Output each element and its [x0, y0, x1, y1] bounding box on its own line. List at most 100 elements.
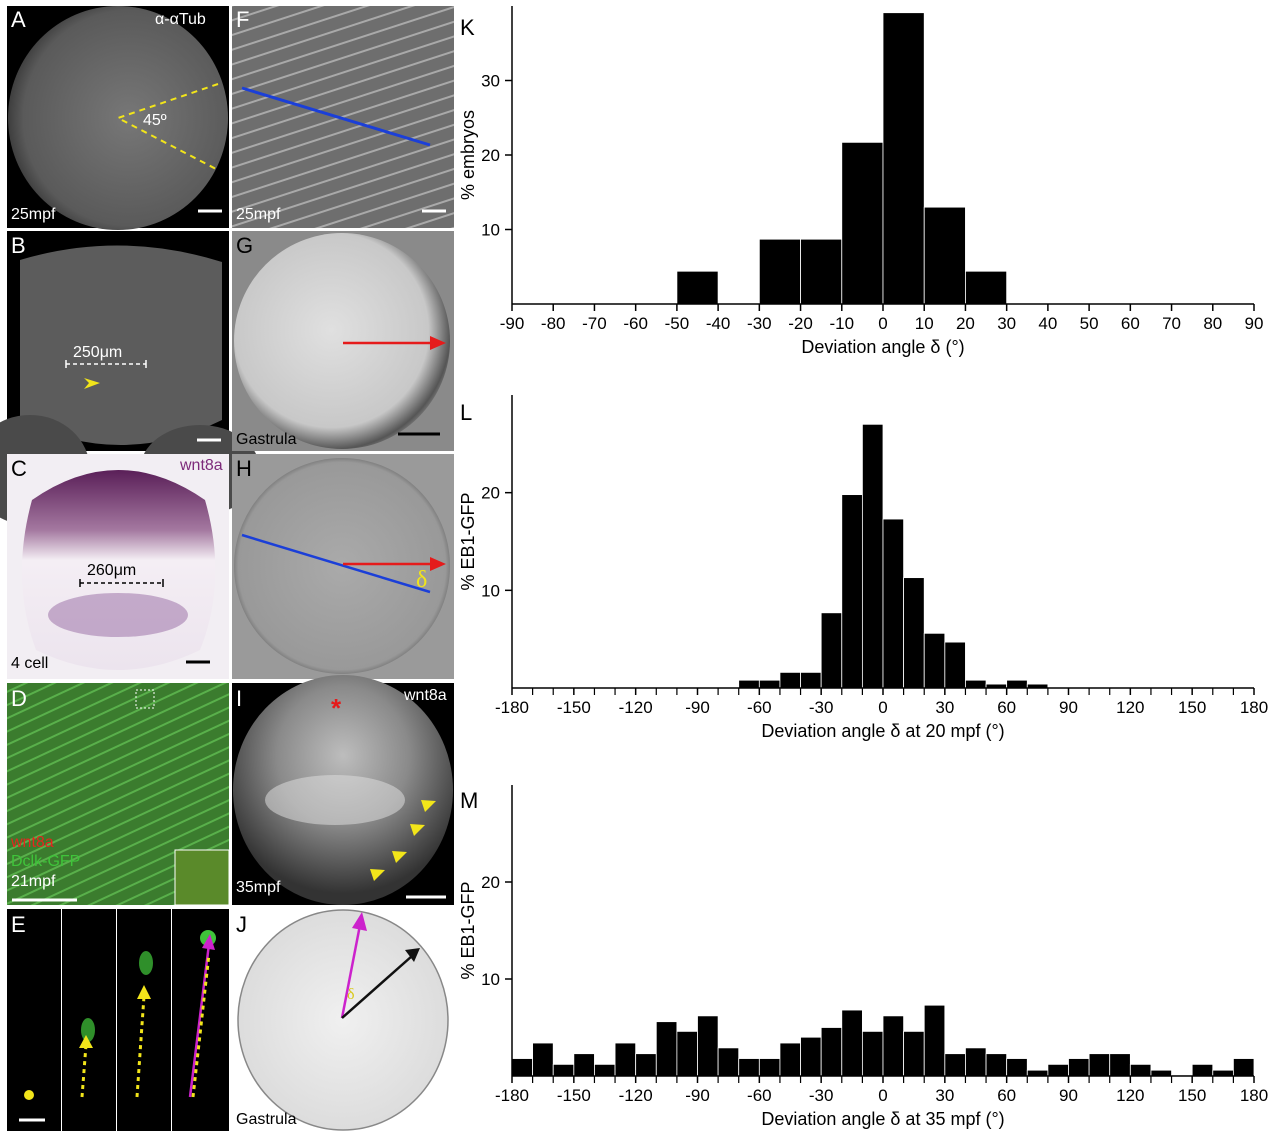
- histogram-bar: [800, 1036, 822, 1077]
- x-axis-label: Deviation angle δ at 35 mpf (°): [761, 1109, 1004, 1129]
- y-tick-label: 20: [481, 484, 500, 503]
- x-tick-label: 20: [956, 314, 975, 333]
- measure-label-b: 250μm: [73, 344, 122, 361]
- histogram-bar: [1191, 1063, 1214, 1077]
- inset-d: [174, 849, 230, 906]
- x-tick-label: 60: [997, 698, 1016, 717]
- angle-wedge: [115, 83, 219, 171]
- x-tick-label: 30: [997, 314, 1016, 333]
- x-tick-label: -90: [500, 314, 525, 333]
- panel-d-letter: D: [11, 686, 27, 711]
- panel-g-stage: Gastrula: [236, 431, 297, 448]
- gene-label-i: wnt8a: [403, 687, 447, 704]
- panel-k-letter: K: [460, 15, 475, 40]
- histogram-bar: [676, 270, 719, 305]
- comet-2: [81, 1018, 95, 1042]
- x-tick-label: -60: [747, 698, 772, 717]
- histogram-bar: [861, 423, 884, 689]
- histogram-bar: [779, 671, 801, 689]
- chart-m: -180 -150 -120 -90 -60 -30 0 30 60 90 120 150 180 10 2…: [458, 785, 1268, 1129]
- x-tick-label: 80: [1203, 314, 1222, 333]
- histogram-bar: [532, 1042, 554, 1077]
- histogram-bar: [758, 679, 781, 689]
- legend-label-green: Dclk-GFP: [11, 853, 80, 870]
- histogram-bar: [717, 1047, 740, 1077]
- x-tick-label: -80: [541, 314, 566, 333]
- delta-label-h: δ: [416, 567, 427, 593]
- panel-g: G Gastrula: [232, 231, 454, 451]
- histogram-bar: [655, 1021, 678, 1077]
- x-tick-label: -30: [809, 1086, 834, 1105]
- embryo-a: [8, 6, 228, 230]
- panel-h-letter: H: [236, 456, 252, 481]
- histogram-bar: [965, 679, 987, 689]
- histogram-bar: [820, 612, 843, 689]
- x-tick-label: 40: [1038, 314, 1057, 333]
- panel-c-stage: 4 cell: [11, 655, 48, 672]
- histogram-bar: [1129, 1063, 1152, 1077]
- panel-i: * I wnt8a 35mpf: [232, 675, 454, 905]
- panel-a: 45º A α-αTub 25mpf: [7, 6, 229, 230]
- track-arrow-2: [79, 1035, 93, 1048]
- x-tick-label: 30: [935, 1086, 954, 1105]
- panel-h: δ H: [232, 454, 454, 679]
- x-tick-label: -60: [623, 314, 648, 333]
- x-tick-label: -120: [619, 1086, 653, 1105]
- panel-a-letter: A: [11, 7, 26, 32]
- gene-label-c: wnt8a: [179, 457, 223, 474]
- x-tick-label: -20: [788, 314, 813, 333]
- panel-c: 260μm C wnt8a 4 cell: [7, 454, 229, 679]
- panel-e-frame-1: [7, 909, 61, 1131]
- x-tick-label: 70: [1162, 314, 1181, 333]
- embryo-j: [237, 909, 449, 1131]
- histogram-bar: [511, 1058, 534, 1077]
- inset-marker: [135, 689, 155, 709]
- arrowhead-i-2: [410, 824, 425, 836]
- histogram-bar: [944, 1053, 966, 1077]
- red-arrowhead-g: [430, 336, 446, 350]
- x-tick-label: -90: [685, 1086, 710, 1105]
- black-arrow-j: [341, 955, 413, 1019]
- panel-m-letter: M: [460, 788, 478, 813]
- x-tick-label: 30: [935, 698, 954, 717]
- x-tick-label: -40: [706, 314, 731, 333]
- x-tick-label: -90: [685, 698, 710, 717]
- x-tick-label: 60: [997, 1086, 1016, 1105]
- chart-k: -90 -80 -70 -60 -50 -40 -30 -20 -10 0 10 20 30 40 50 60…: [458, 6, 1263, 357]
- x-tick-label: -10: [829, 314, 854, 333]
- panel-f: F 25mpf: [232, 6, 454, 228]
- histogram-bar: [1006, 1058, 1028, 1077]
- y-tick-label: 20: [481, 146, 500, 165]
- panel-i-stage: 35mpf: [236, 879, 281, 896]
- histogram-bar: [841, 1009, 863, 1077]
- y-tick-label: 20: [481, 873, 500, 892]
- histogram-bar: [923, 1004, 946, 1077]
- y-axis-label: % EB1-GFP: [458, 492, 478, 590]
- x-tick-label: 180: [1240, 698, 1268, 717]
- histogram-bar: [1006, 679, 1028, 689]
- measure-label-c: 260μm: [87, 562, 136, 579]
- arrowhead-i-4: [370, 869, 385, 881]
- histogram-bar: [1150, 1069, 1172, 1077]
- histogram-bar: [1068, 1058, 1090, 1077]
- embryo-g: [234, 233, 450, 449]
- x-tick-label: 50: [1080, 314, 1099, 333]
- x-tick-label: -180: [495, 1086, 529, 1105]
- panel-b-letter: B: [11, 233, 26, 258]
- histogram-bar: [676, 1030, 698, 1077]
- embryo-c: [21, 470, 216, 670]
- wnt8a-stain-i: [265, 775, 405, 825]
- histogram-bar: [923, 206, 966, 305]
- x-tick-label: 0: [878, 314, 887, 333]
- histogram-bar: [1088, 1053, 1111, 1077]
- histogram-bar: [552, 1063, 575, 1077]
- panel-d-stage: 21mpf: [11, 873, 56, 890]
- arrowhead-i-1: [421, 800, 436, 812]
- wnt8a-stain-c: [48, 593, 188, 637]
- x-tick-label: 90: [1245, 314, 1264, 333]
- x-tick-label: 120: [1116, 698, 1144, 717]
- x-axis-label: Deviation angle δ at 20 mpf (°): [761, 721, 1004, 741]
- x-tick-label: 120: [1116, 1086, 1144, 1105]
- histogram-bar: [1026, 1069, 1049, 1077]
- histogram-bar: [882, 1015, 905, 1077]
